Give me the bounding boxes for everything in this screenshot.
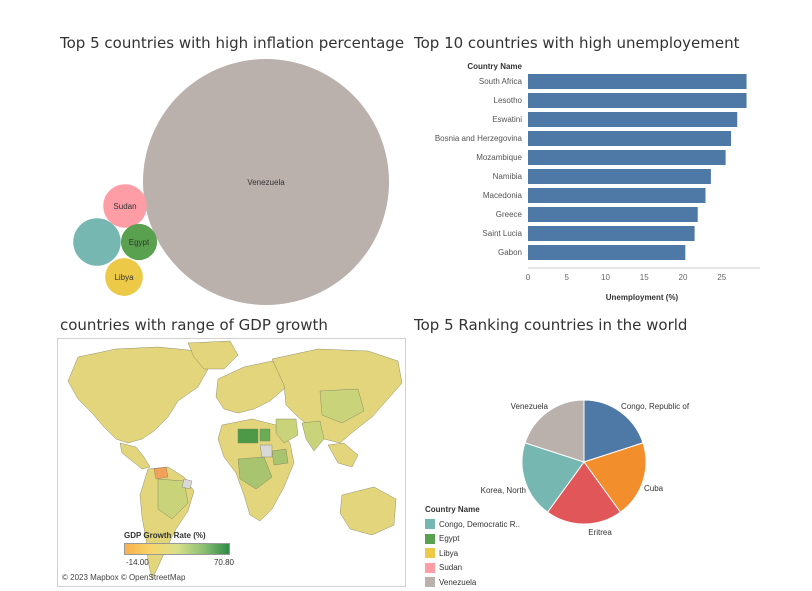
pie-legend-title: Country Name <box>425 505 480 514</box>
pie-slice-congo-republic-of[interactable] <box>583 399 644 463</box>
pie-legend-item[interactable]: Libya <box>425 546 520 561</box>
bubble-venezuela[interactable] <box>143 59 389 305</box>
bar-south-africa[interactable] <box>528 74 747 89</box>
gdp-legend-title: GDP Growth Rate (%) <box>124 531 206 540</box>
map-sudan-no-data[interactable] <box>259 444 273 458</box>
bar-category-label: Mozambique <box>476 153 522 162</box>
pie-slice-korea-north[interactable] <box>521 442 585 513</box>
bubble-egypt[interactable] <box>120 223 158 261</box>
map-venezuela[interactable] <box>153 466 169 480</box>
map-greenland[interactable] <box>187 340 239 370</box>
map-north-america[interactable] <box>67 346 209 444</box>
bar-x-axis-title: Unemployment (%) <box>606 293 679 302</box>
pie-legend-swatch <box>425 519 435 530</box>
bar-mozambique[interactable] <box>528 150 726 165</box>
map-arabia[interactable] <box>275 418 299 444</box>
gdp-map-title: countries with range of GDP growth <box>60 316 328 334</box>
pie-legend-label: Venezuela <box>439 577 477 587</box>
bar-x-tick: 25 <box>717 273 726 282</box>
map-australia[interactable] <box>339 486 397 536</box>
pie-legend-swatch <box>425 562 435 573</box>
map-india[interactable] <box>301 420 325 452</box>
bar-x-tick: 0 <box>526 273 531 282</box>
pie-legend: Country Name Congo, Democratic R.. Egypt L… <box>425 505 520 590</box>
unemployment-bar-chart: Country Name South Africa Lesotho Eswatini B… <box>435 62 760 302</box>
map-ethiopia[interactable] <box>271 448 289 466</box>
pie-legend-label: Libya <box>439 548 459 558</box>
bubble-libya[interactable] <box>105 258 143 296</box>
gdp-legend: GDP Growth Rate (%) -14.00 70.80 <box>124 531 234 567</box>
gdp-legend-max: 70.80 <box>213 558 234 567</box>
pie-slice-eritrea[interactable] <box>546 461 622 525</box>
bar-x-tick: 5 <box>565 273 570 282</box>
bar-namibia[interactable] <box>528 169 711 184</box>
bubble-venezuela-label: Venezuela <box>247 178 285 187</box>
inflation-bubble-chart: Venezuela Sudan Egypt Libya <box>73 59 389 305</box>
pie-legend-label: Congo, Democratic R.. <box>439 519 520 529</box>
pie-legend-swatch <box>425 548 435 559</box>
pie-slice-eritrea-label: Eritrea <box>588 528 612 537</box>
map-southeast-asia[interactable] <box>327 442 359 468</box>
bar-category-label: Eswatini <box>492 115 522 124</box>
pie-slice-congo-republic-of-label: Congo, Republic of <box>621 402 690 411</box>
inflation-chart-title: Top 5 countries with high inflation perc… <box>60 34 405 52</box>
pie-legend-swatch <box>425 577 435 588</box>
bubble-sudan[interactable] <box>103 184 147 228</box>
bar-category-header: Country Name <box>467 62 522 71</box>
pie-legend-swatch <box>425 533 435 544</box>
pie-legend-item[interactable]: Venezuela <box>425 575 520 590</box>
bar-category-label: South Africa <box>479 77 523 86</box>
bar-gabon[interactable] <box>528 245 686 260</box>
bubble-unlabeled[interactable] <box>73 218 121 266</box>
pie-legend-item[interactable]: Egypt <box>425 532 520 547</box>
bar-category-label: Greece <box>496 210 523 219</box>
bubble-sudan-label: Sudan <box>113 202 136 211</box>
map-central-america[interactable] <box>119 442 151 470</box>
map-no-data-region[interactable] <box>181 478 193 490</box>
bar-category-label: Namibia <box>493 172 523 181</box>
bar-category-label: Bosnia and Herzegovina <box>435 134 523 143</box>
gdp-legend-color-ramp <box>124 543 230 555</box>
map-brazil[interactable] <box>157 478 189 520</box>
ranking-pie-chart: Congo, Republic of Cuba Eritrea Korea, Nort… <box>481 399 690 537</box>
bar-category-label: Gabon <box>498 248 522 257</box>
map-central-africa[interactable] <box>237 456 273 490</box>
pie-legend-label: Sudan <box>439 563 463 573</box>
pie-slice-korea-north-label: Korea, North <box>481 486 526 495</box>
bar-macedonia[interactable] <box>528 188 706 203</box>
map-libya[interactable] <box>237 428 259 444</box>
pie-legend-item[interactable]: Sudan <box>425 561 520 576</box>
bar-x-tick: 10 <box>601 273 610 282</box>
world-map[interactable] <box>58 339 405 586</box>
bar-saint-lucia[interactable] <box>528 226 695 241</box>
bar-greece[interactable] <box>528 207 698 222</box>
bubble-egypt-label: Egypt <box>129 238 150 247</box>
unemployment-chart-title: Top 10 countries with high unemployement <box>414 34 740 52</box>
pie-slice-cuba-label: Cuba <box>644 484 664 493</box>
map-attribution[interactable]: © 2023 Mapbox © OpenStreetMap <box>62 573 186 582</box>
gdp-legend-min: -14.00 <box>126 558 149 567</box>
pie-legend-item[interactable]: Congo, Democratic R.. <box>425 517 520 532</box>
bar-bosnia-and-herzegovina[interactable] <box>528 131 732 146</box>
bar-x-tick: 15 <box>640 273 649 282</box>
map-europe[interactable] <box>215 360 289 414</box>
pie-slice-venezuela-label: Venezuela <box>511 402 549 411</box>
pie-legend-label: Egypt <box>439 534 460 544</box>
bar-eswatini[interactable] <box>528 112 738 127</box>
ranking-chart-title: Top 5 Ranking countries in the world <box>414 316 688 334</box>
bar-category-label: Saint Lucia <box>482 229 522 238</box>
bar-category-label: Lesotho <box>494 96 523 105</box>
map-china[interactable] <box>319 388 365 424</box>
bar-lesotho[interactable] <box>528 93 747 108</box>
gdp-growth-map[interactable]: GDP Growth Rate (%) -14.00 70.80 © 2023 … <box>57 338 406 587</box>
bar-x-tick: 20 <box>679 273 688 282</box>
map-egypt[interactable] <box>259 428 271 442</box>
pie-slice-cuba[interactable] <box>583 442 647 513</box>
pie-slice-venezuela[interactable] <box>524 399 585 463</box>
bubble-libya-label: Libya <box>114 273 134 282</box>
bar-category-label: Macedonia <box>483 191 523 200</box>
